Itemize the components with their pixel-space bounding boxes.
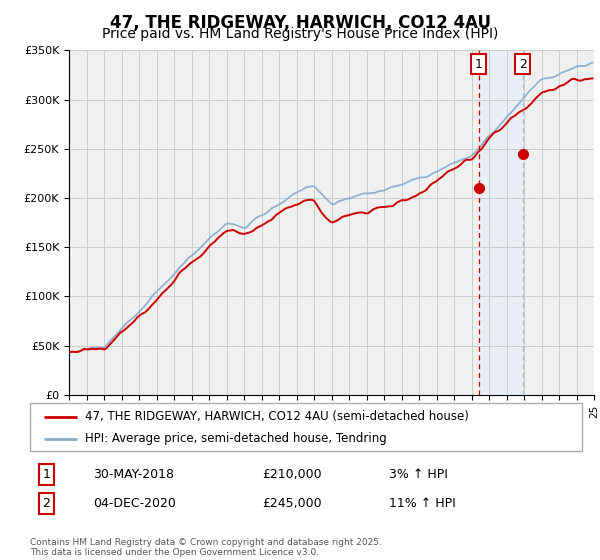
FancyBboxPatch shape xyxy=(30,403,582,451)
Text: 2: 2 xyxy=(518,58,527,71)
Bar xyxy=(479,50,523,395)
Text: 04-DEC-2020: 04-DEC-2020 xyxy=(94,497,176,510)
Text: 47, THE RIDGEWAY, HARWICH, CO12 4AU: 47, THE RIDGEWAY, HARWICH, CO12 4AU xyxy=(110,14,491,32)
Text: £210,000: £210,000 xyxy=(262,468,322,481)
Text: 3% ↑ HPI: 3% ↑ HPI xyxy=(389,468,448,481)
Text: £245,000: £245,000 xyxy=(262,497,322,510)
Text: 1: 1 xyxy=(43,468,50,481)
Text: 1: 1 xyxy=(475,58,482,71)
Text: 11% ↑ HPI: 11% ↑ HPI xyxy=(389,497,455,510)
Text: Contains HM Land Registry data © Crown copyright and database right 2025.
This d: Contains HM Land Registry data © Crown c… xyxy=(30,538,382,557)
Text: 2: 2 xyxy=(43,497,50,510)
Text: Price paid vs. HM Land Registry's House Price Index (HPI): Price paid vs. HM Land Registry's House … xyxy=(102,27,498,41)
Text: 47, THE RIDGEWAY, HARWICH, CO12 4AU (semi-detached house): 47, THE RIDGEWAY, HARWICH, CO12 4AU (sem… xyxy=(85,410,469,423)
Text: 30-MAY-2018: 30-MAY-2018 xyxy=(94,468,175,481)
Text: HPI: Average price, semi-detached house, Tendring: HPI: Average price, semi-detached house,… xyxy=(85,432,387,445)
